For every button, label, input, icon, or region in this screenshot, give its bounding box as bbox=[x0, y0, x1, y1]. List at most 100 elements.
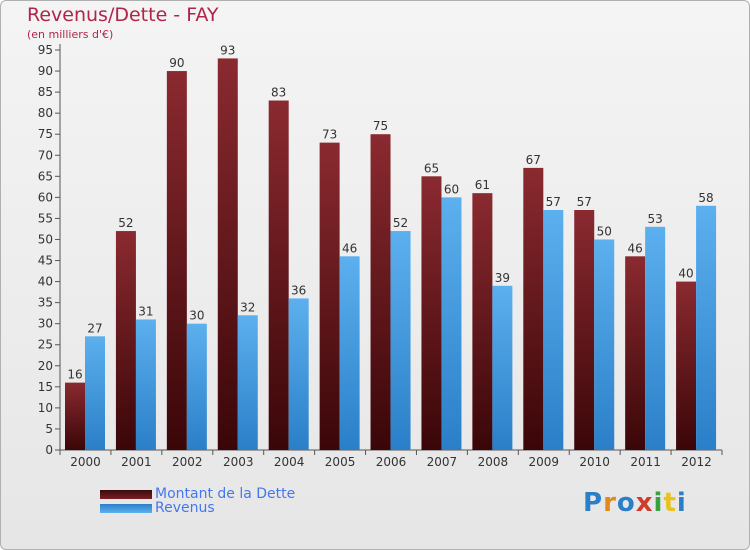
data-label: 40 bbox=[678, 267, 693, 281]
bar-dette bbox=[472, 193, 493, 450]
bar-revenus bbox=[135, 319, 156, 450]
legend-label-revenus: Revenus bbox=[155, 500, 215, 516]
data-label: 75 bbox=[373, 119, 388, 133]
data-label: 39 bbox=[495, 271, 510, 285]
bar-dette bbox=[65, 382, 85, 450]
bar-revenus bbox=[696, 205, 717, 450]
x-tick-label: 2010 bbox=[579, 455, 610, 469]
data-label: 50 bbox=[597, 224, 612, 238]
y-tick-label: 50 bbox=[38, 232, 53, 246]
y-tick-label: 85 bbox=[38, 85, 53, 99]
y-tick-label: 70 bbox=[38, 148, 53, 162]
bar-revenus bbox=[85, 336, 105, 450]
bar-revenus bbox=[543, 210, 564, 450]
data-label: 32 bbox=[240, 300, 255, 314]
data-label: 46 bbox=[342, 241, 357, 255]
logo-letter: x bbox=[635, 488, 654, 518]
bar-dette bbox=[268, 100, 289, 451]
y-tick-label: 40 bbox=[38, 275, 53, 289]
x-tick-label: 2009 bbox=[528, 455, 559, 469]
y-tick-label: 15 bbox=[38, 380, 53, 394]
y-tick-label: 20 bbox=[38, 359, 53, 373]
y-tick-label: 60 bbox=[38, 190, 53, 204]
x-tick-label: 2005 bbox=[325, 455, 356, 469]
y-tick-label: 10 bbox=[38, 401, 53, 415]
y-tick-label: 95 bbox=[38, 43, 53, 57]
x-tick-label: 2001 bbox=[121, 455, 152, 469]
bar-revenus bbox=[390, 231, 411, 450]
chart-title: Revenus/Dette - FAY bbox=[27, 4, 219, 26]
data-label: 57 bbox=[546, 195, 561, 209]
x-tick-label: 2004 bbox=[274, 455, 305, 469]
bar-dette bbox=[166, 71, 187, 450]
data-label: 93 bbox=[220, 43, 235, 57]
data-label: 90 bbox=[169, 56, 184, 70]
legend-item-revenus: Revenus bbox=[100, 500, 215, 516]
x-tick-label: 2007 bbox=[427, 455, 458, 469]
data-label: 27 bbox=[87, 321, 102, 335]
bar-dette bbox=[421, 176, 442, 450]
bar-revenus bbox=[441, 197, 462, 450]
x-tick-label: 2006 bbox=[376, 455, 407, 469]
bar-revenus bbox=[645, 226, 666, 450]
y-tick-label: 45 bbox=[38, 254, 53, 268]
x-tick-label: 2002 bbox=[172, 455, 203, 469]
data-label: 31 bbox=[138, 304, 153, 318]
data-label: 67 bbox=[526, 153, 541, 167]
bar-dette bbox=[370, 134, 391, 451]
data-label: 46 bbox=[628, 241, 643, 255]
x-tick-label: 2003 bbox=[223, 455, 254, 469]
logo-letter: P bbox=[583, 488, 604, 518]
data-label: 73 bbox=[322, 128, 337, 142]
logo-letter: r bbox=[603, 488, 617, 518]
bar-dette bbox=[574, 210, 595, 450]
y-tick-label: 55 bbox=[38, 211, 53, 225]
proxiti-logo: Proxiti bbox=[583, 488, 687, 518]
x-tick-label: 2008 bbox=[478, 455, 509, 469]
logo-letter: o bbox=[616, 488, 636, 518]
legend-item-dette: Montant de la Dette bbox=[100, 486, 295, 502]
data-label: 36 bbox=[291, 283, 306, 297]
y-tick-label: 30 bbox=[38, 317, 53, 331]
y-tick-label: 35 bbox=[38, 296, 53, 310]
chart-subtitle: (en milliers d'€) bbox=[27, 28, 114, 41]
bar-dette bbox=[625, 256, 646, 450]
y-tick-label: 65 bbox=[38, 169, 53, 183]
logo-letter: i bbox=[653, 488, 664, 518]
data-label: 52 bbox=[118, 216, 133, 230]
data-label: 65 bbox=[424, 161, 439, 175]
x-tick-label: 2011 bbox=[630, 455, 661, 469]
data-label: 58 bbox=[698, 191, 713, 205]
x-tick-label: 2000 bbox=[70, 455, 101, 469]
bar-revenus bbox=[237, 315, 258, 450]
bar-dette bbox=[115, 231, 136, 450]
data-label: 52 bbox=[393, 216, 408, 230]
logo-letter: i bbox=[676, 488, 687, 518]
x-tick-label: 2012 bbox=[681, 455, 712, 469]
legend-label-dette: Montant de la Dette bbox=[155, 486, 296, 502]
bar-revenus bbox=[288, 298, 309, 450]
bar-revenus bbox=[492, 285, 513, 450]
data-label: 60 bbox=[444, 182, 459, 196]
y-tick-label: 5 bbox=[45, 422, 53, 436]
y-tick-label: 75 bbox=[38, 127, 53, 141]
bar-revenus bbox=[594, 239, 615, 450]
data-label: 16 bbox=[67, 368, 82, 382]
data-label: 57 bbox=[577, 195, 592, 209]
bar-dette bbox=[217, 58, 238, 450]
y-tick-label: 80 bbox=[38, 106, 53, 120]
data-label: 53 bbox=[648, 212, 663, 226]
y-tick-label: 0 bbox=[45, 443, 53, 457]
data-label: 83 bbox=[271, 86, 286, 100]
legend-swatch-dette bbox=[100, 489, 152, 499]
bar-dette bbox=[319, 142, 340, 450]
bar-dette bbox=[523, 167, 544, 451]
bar-revenus bbox=[339, 256, 360, 450]
data-label: 61 bbox=[475, 178, 490, 192]
y-tick-label: 25 bbox=[38, 338, 53, 352]
bar-revenus bbox=[186, 323, 207, 450]
bar-dette bbox=[676, 281, 697, 450]
y-tick-label: 90 bbox=[38, 64, 53, 78]
data-label: 30 bbox=[189, 309, 204, 323]
